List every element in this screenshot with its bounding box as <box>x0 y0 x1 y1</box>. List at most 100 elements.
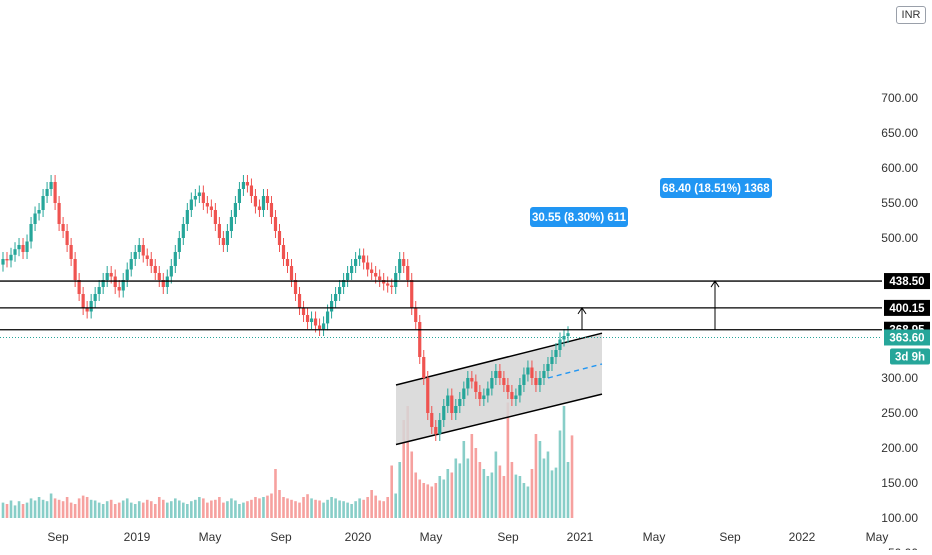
volume-bar <box>49 493 53 518</box>
time-tick-label: May <box>643 530 666 544</box>
volume-bar <box>374 495 377 518</box>
volume-bar <box>326 499 329 518</box>
candle-body <box>205 203 209 207</box>
candle-body <box>562 336 566 340</box>
candle-body <box>398 259 402 273</box>
candle-body <box>333 294 338 301</box>
candle-body <box>25 241 29 252</box>
candle-body <box>402 259 406 266</box>
countdown-tag <box>890 348 930 365</box>
candle-body <box>89 301 93 312</box>
candle-body <box>249 185 254 196</box>
candle-body <box>317 325 322 329</box>
candle-body <box>522 374 526 385</box>
candle-body <box>85 308 89 312</box>
candle-body <box>121 280 125 291</box>
candle-body <box>362 255 366 263</box>
candle-body <box>482 395 486 399</box>
candle-body <box>450 395 454 413</box>
candle-body <box>165 276 169 287</box>
volume-bar <box>210 500 213 518</box>
candle-body <box>490 378 494 389</box>
volume-bar <box>514 474 518 518</box>
measure-label-box <box>660 178 772 198</box>
candle-body <box>57 203 61 224</box>
time-tick-label: Sep <box>47 530 69 544</box>
candle-body <box>325 311 330 324</box>
volume-bar <box>446 469 450 518</box>
volume-bar <box>502 476 506 518</box>
volume-bar <box>17 501 21 518</box>
volume-bar <box>314 499 317 518</box>
candle-body <box>61 224 65 231</box>
level-price-tag <box>884 299 930 316</box>
volume-bar <box>366 497 369 518</box>
candle-body <box>109 273 113 277</box>
price-tick-label: 50.00 <box>888 546 918 550</box>
time-tick-label: Sep <box>497 530 519 544</box>
candle-body <box>378 276 382 280</box>
volume-bar <box>198 497 201 518</box>
volume-bar <box>25 502 29 518</box>
candle-body <box>313 318 318 326</box>
volume-bar <box>486 476 490 518</box>
candle-body <box>526 367 530 375</box>
currency-button[interactable]: INR <box>896 6 926 24</box>
volume-bar <box>358 498 361 518</box>
candle-body <box>354 259 358 266</box>
candle-body <box>321 323 326 329</box>
current-price-tag-label: 363.60 <box>889 332 924 344</box>
volume-bar <box>382 501 385 518</box>
candle-body <box>370 269 374 273</box>
candle-body <box>77 280 81 294</box>
candle-body <box>229 217 234 231</box>
volume-bar <box>270 493 273 518</box>
candle-body <box>49 182 53 189</box>
volume-bar <box>286 498 289 518</box>
candle-body <box>462 388 466 399</box>
candle-body <box>125 269 129 280</box>
volume-bar <box>506 402 510 518</box>
volume-bar <box>141 502 145 518</box>
candle-body <box>410 280 414 308</box>
candle-body <box>434 427 438 434</box>
candle-body <box>329 301 334 312</box>
volume-bar <box>230 498 233 518</box>
volume-bar <box>334 498 337 518</box>
volume-bar <box>474 448 478 518</box>
volume-bar <box>157 497 161 518</box>
candle-body <box>197 192 201 196</box>
candle-body <box>534 378 538 385</box>
candle-body <box>426 378 430 413</box>
candle-body <box>442 406 446 420</box>
volume-bar <box>153 504 157 518</box>
candle-body <box>486 388 490 396</box>
measure-arrow-head <box>710 280 720 288</box>
channel-lower-line <box>395 393 603 446</box>
candle-body <box>241 182 246 189</box>
volume-bar <box>350 504 353 518</box>
candle-body <box>149 259 153 266</box>
volume-bar <box>490 472 494 518</box>
volume-bar <box>121 500 125 518</box>
time-tick-label: 2021 <box>567 530 594 544</box>
volume-bar <box>37 497 41 518</box>
countdown-tag-label: 3d 9h <box>895 351 925 363</box>
volume-bar <box>5 504 9 518</box>
candle-body <box>305 315 310 322</box>
volume-bar <box>290 499 293 518</box>
candle-body <box>9 254 13 261</box>
volume-bar <box>109 499 113 518</box>
time-tick-label: 2019 <box>124 530 151 544</box>
volume-bar <box>45 501 49 518</box>
volume-bar <box>566 462 570 518</box>
volume-bar <box>274 469 277 518</box>
volume-bar <box>161 499 165 518</box>
candle-body <box>169 266 173 277</box>
candle-body <box>390 285 394 287</box>
volume-bar <box>81 495 85 518</box>
volume-bar <box>554 467 558 518</box>
volume-bar <box>378 500 381 518</box>
